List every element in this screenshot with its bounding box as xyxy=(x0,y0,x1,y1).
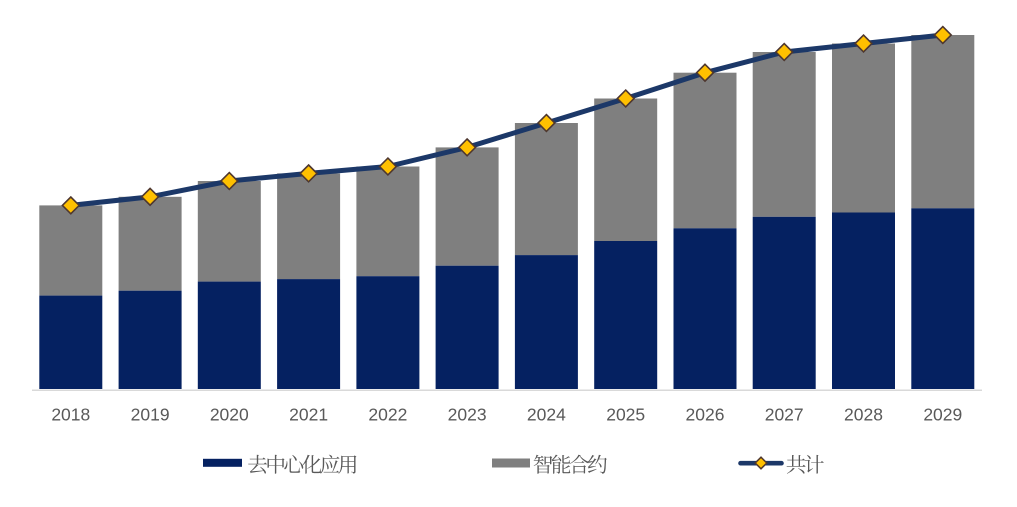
svg-text:2018: 2018 xyxy=(51,405,90,425)
svg-text:2028: 2028 xyxy=(844,405,883,425)
svg-text:2024: 2024 xyxy=(527,405,566,425)
svg-text:2022: 2022 xyxy=(368,405,407,425)
svg-text:2023: 2023 xyxy=(448,405,487,425)
svg-text:2029: 2029 xyxy=(923,405,962,425)
svg-text:2021: 2021 xyxy=(289,405,328,425)
svg-text:2026: 2026 xyxy=(686,405,725,425)
svg-text:2019: 2019 xyxy=(131,405,170,425)
svg-text:2025: 2025 xyxy=(606,405,645,425)
svg-text:2027: 2027 xyxy=(765,405,804,425)
svg-text:2020: 2020 xyxy=(210,405,249,425)
